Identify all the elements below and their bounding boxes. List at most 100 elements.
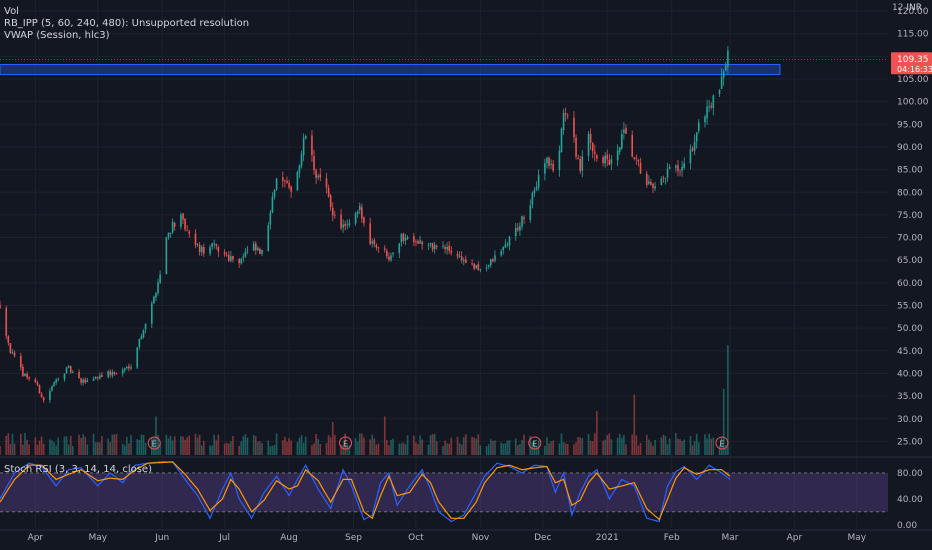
time-axis-label: Apr	[28, 533, 44, 543]
candle-body	[477, 264, 480, 270]
volume-bar	[342, 445, 344, 455]
legend-stoch-rsi[interactable]: Stoch RSI (3, 3, 14, 14, close)	[4, 464, 152, 475]
candle-body	[55, 379, 57, 383]
volume-bar	[101, 436, 103, 455]
volume-bar	[209, 445, 211, 455]
volume-bar	[473, 437, 475, 455]
candle-body	[621, 134, 623, 149]
volume-bar	[558, 443, 561, 455]
candle-body	[681, 166, 683, 171]
candle-body	[94, 376, 97, 379]
candle-body	[444, 246, 446, 250]
earnings-marker[interactable]	[147, 436, 161, 450]
volume-bar	[130, 435, 132, 455]
price-axis-label: 60.00	[897, 279, 923, 289]
volume-bar	[446, 443, 448, 455]
candle-body	[9, 343, 12, 353]
candle-body	[650, 181, 652, 185]
legend-rb-ipp[interactable]: RB_IPP (5, 60, 240, 480): Unsupported re…	[4, 18, 250, 29]
volume-bar	[404, 444, 407, 455]
volume-bar	[144, 442, 147, 455]
candle-body	[356, 211, 359, 215]
candle-body	[194, 233, 197, 246]
volume-bar	[40, 436, 43, 455]
earnings-marker[interactable]	[528, 436, 542, 450]
candle-body	[668, 167, 671, 169]
legend-vwap[interactable]: VWAP (Session, hlc3)	[4, 30, 110, 41]
candle-body	[662, 177, 665, 179]
volume-bar	[625, 444, 627, 455]
resistance-zone[interactable]	[0, 64, 781, 75]
volume-bar	[548, 443, 550, 455]
candle-body	[363, 217, 365, 224]
volume-bar	[575, 442, 577, 455]
volume-bar	[115, 434, 118, 455]
volume-bar	[475, 438, 478, 455]
volume-bar	[65, 436, 68, 455]
volume-bar	[311, 445, 313, 455]
candle-body	[36, 382, 39, 385]
candle-body	[448, 245, 450, 251]
price-axis-label: 65.00	[897, 256, 923, 266]
candle-body	[242, 256, 245, 258]
volume-bar	[227, 443, 230, 455]
volume-bar	[38, 440, 41, 455]
volume-bar	[456, 436, 459, 455]
candle-body	[610, 159, 613, 164]
volume-bar	[304, 436, 307, 455]
volume-bar	[7, 433, 10, 455]
earnings-marker[interactable]	[715, 436, 729, 450]
volume-bar	[383, 416, 386, 455]
candle-body	[604, 155, 606, 164]
candle-body	[130, 367, 132, 369]
candle-body	[109, 371, 112, 375]
volume-bar	[361, 433, 363, 455]
candle-body	[227, 254, 230, 261]
candle-body	[645, 173, 648, 186]
candle-body	[487, 264, 490, 267]
time-axis-label: Apr	[787, 533, 803, 543]
stoch-rsi-d-line	[0, 461, 731, 521]
candle-body	[442, 245, 444, 247]
volume-bar	[240, 441, 243, 455]
candle-body	[577, 158, 579, 160]
candle-body	[273, 189, 276, 197]
time-axis-label: Nov	[472, 533, 490, 543]
candle-body	[304, 136, 307, 140]
volume-bar	[267, 440, 270, 455]
candle-body	[340, 214, 342, 229]
volume-bar	[494, 440, 496, 455]
candle-body	[0, 304, 1, 309]
candle-body	[413, 236, 415, 243]
candle-body	[652, 183, 654, 189]
candle-body	[637, 159, 640, 162]
candle-body	[406, 237, 409, 240]
earnings-marker[interactable]	[339, 436, 353, 450]
volume-bar	[246, 437, 249, 455]
candle-body	[84, 379, 87, 383]
time-axis-label: May	[848, 533, 867, 543]
last-price-tag[interactable]	[891, 52, 932, 75]
volume-bar	[348, 445, 351, 455]
volume-bar	[683, 439, 685, 455]
volume-bar	[24, 433, 26, 455]
volume-bar	[427, 444, 430, 455]
volume-bar	[635, 435, 638, 455]
volume-bar	[550, 441, 552, 455]
candle-body	[319, 174, 322, 178]
volume-bar	[645, 434, 648, 455]
candle-body	[290, 186, 292, 192]
candle-body	[5, 308, 8, 336]
candle-body	[388, 256, 390, 260]
candle-body	[238, 259, 240, 264]
volume-bar	[375, 444, 378, 455]
price-axis-label: 105.00	[897, 75, 929, 85]
volume-bar	[593, 433, 596, 455]
candle-body	[429, 242, 432, 245]
candle-body	[78, 372, 80, 379]
legend-vol[interactable]: Vol	[4, 6, 19, 17]
candle-body	[101, 374, 103, 378]
volume-bar	[450, 437, 453, 455]
price-axis-label: 100.00	[897, 98, 929, 108]
